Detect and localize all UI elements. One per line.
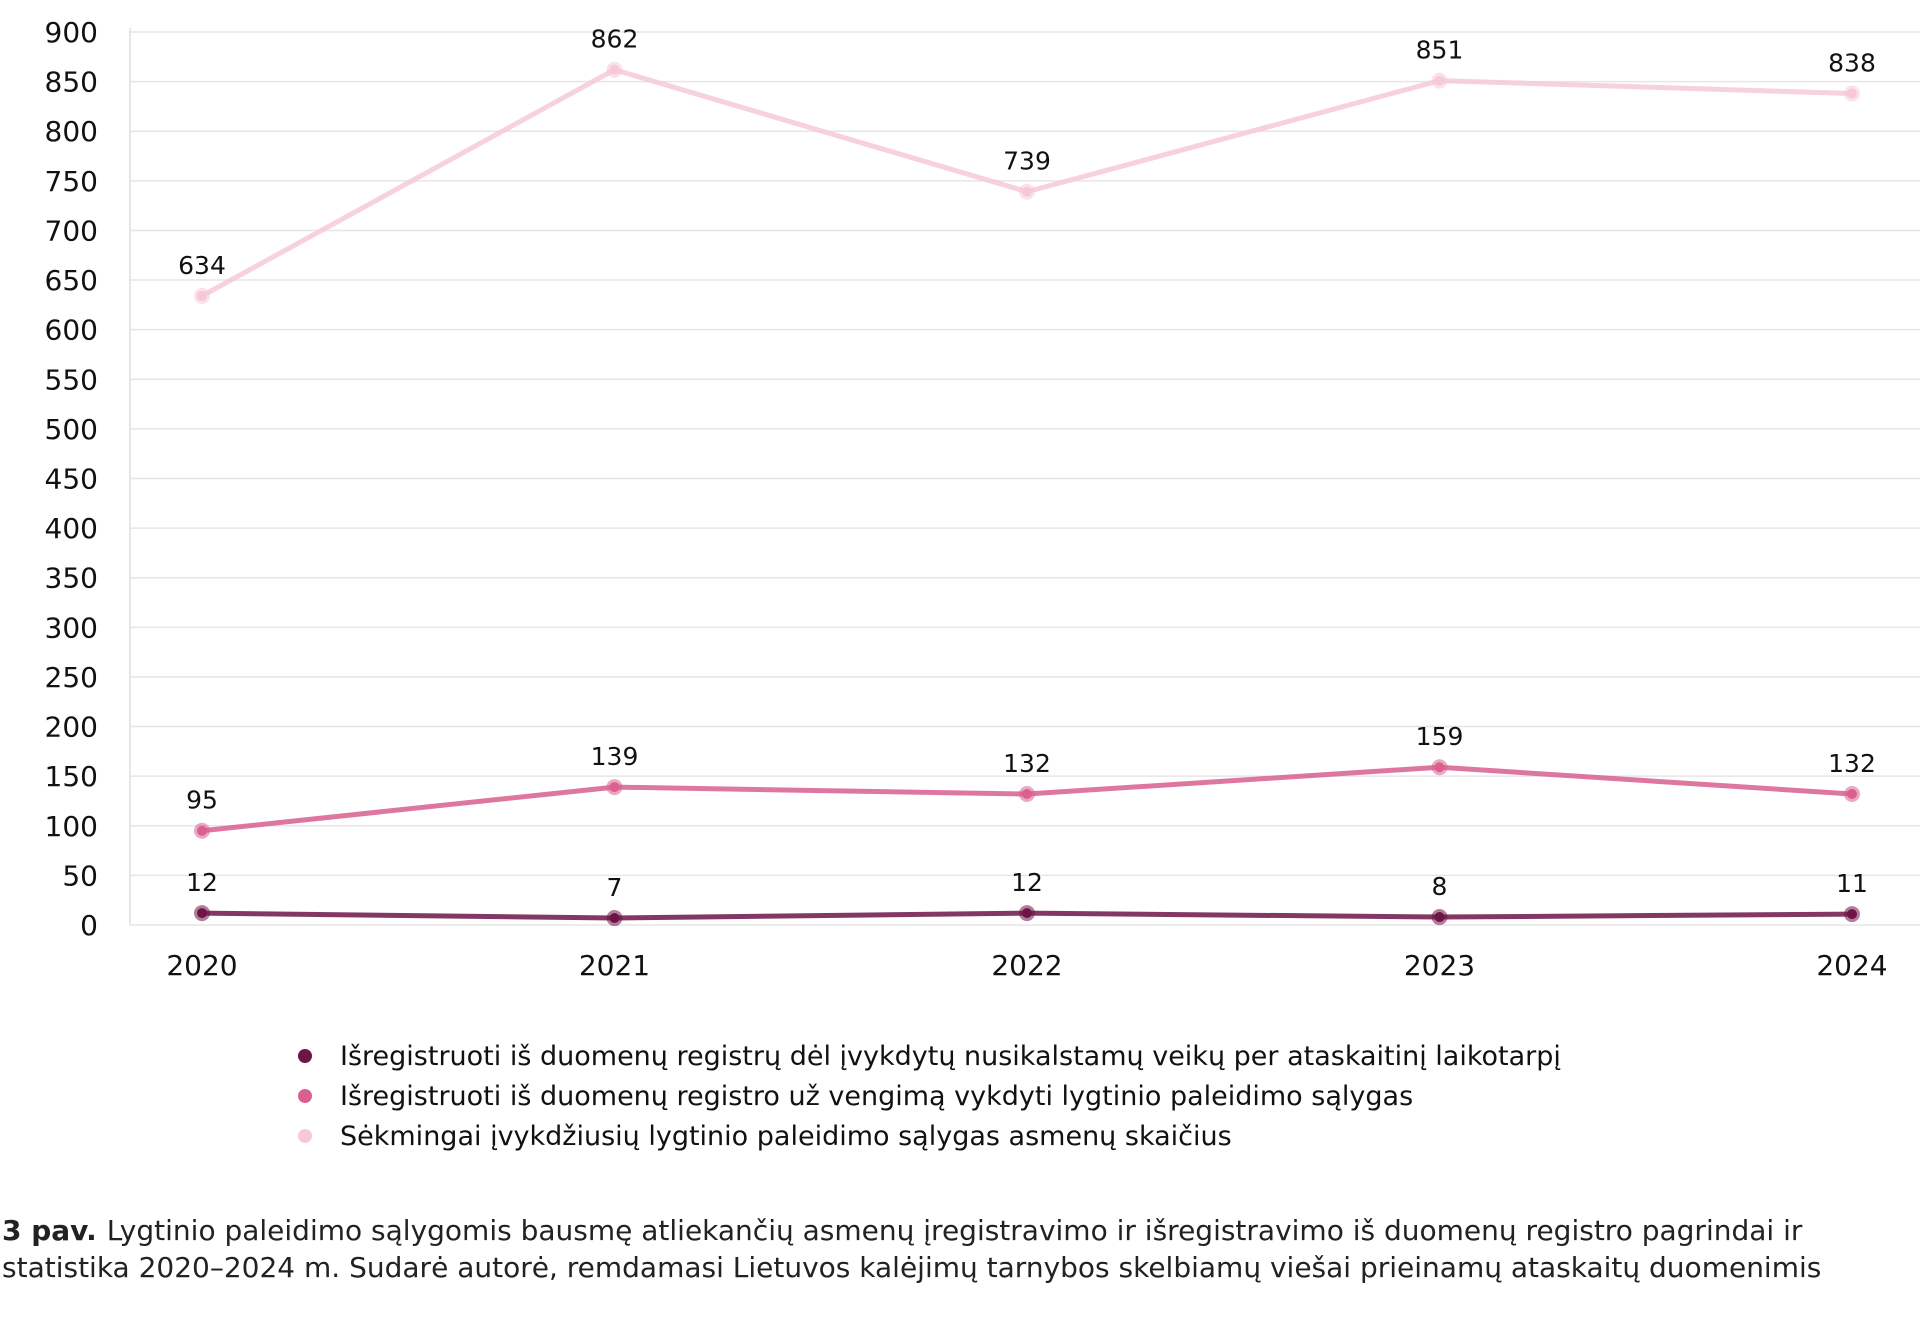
series-0-point: [197, 908, 207, 919]
legend-label: Išregistruoti iš duomenų registro už ven…: [340, 1080, 1414, 1112]
series-2-point: [197, 290, 207, 301]
data-labels: 12 7 12 8 11 95 139 132 159 132 634 862 739 851 838: [178, 25, 1876, 902]
series-2-point: [1847, 88, 1857, 99]
series-1-segment: [1024, 764, 1442, 797]
y-tick-label: 700: [45, 214, 98, 247]
series-0-segment: [612, 910, 1030, 921]
legend-marker-successful: [298, 1129, 312, 1143]
series-1-point: [1022, 789, 1032, 800]
y-tick-label: 350: [45, 562, 98, 595]
legend-marker-registry-crimes: [298, 1049, 312, 1063]
legend-label: Išregistruoti iš duomenų registrų dėl įv…: [340, 1040, 1561, 1072]
series-1-data-label: 139: [591, 742, 639, 771]
y-tick-label: 450: [45, 463, 98, 496]
y-tick-label: 500: [45, 413, 98, 446]
x-tick-label: 2024: [1816, 949, 1887, 982]
x-tick-label: 2021: [579, 949, 650, 982]
series-0-point: [1434, 912, 1445, 923]
y-tick-label: 400: [45, 512, 98, 545]
y-tick-label: 750: [45, 165, 98, 198]
series-2-segment: [612, 67, 1030, 195]
series-0-point: [609, 913, 620, 924]
series-1-data-label: 132: [1828, 749, 1876, 778]
series-2-point: [1022, 186, 1032, 197]
figure-label: 3 pav.: [2, 1214, 97, 1247]
series-1-point: [1847, 789, 1857, 800]
series-2-data-label: 634: [178, 251, 226, 280]
series-1-segment: [612, 784, 1030, 797]
y-tick-label: 100: [45, 810, 98, 843]
y-tick-label: 50: [62, 859, 98, 892]
legend-item-evading-conditions: Išregistruoti iš duomenų registro už ven…: [290, 1076, 1561, 1116]
legend-item-registry-crimes: Išregistruoti iš duomenų registrų dėl įv…: [290, 1036, 1561, 1076]
y-tick-label: 150: [45, 760, 98, 793]
series-1-data-label: 132: [1003, 749, 1051, 778]
y-tick-label: 800: [45, 115, 98, 148]
series-0-data-label: 11: [1836, 869, 1868, 898]
grid-lines: [130, 31, 1920, 926]
y-tick-label: 900: [45, 16, 98, 49]
series-0-point: [1847, 909, 1857, 920]
series-1-point: [1434, 762, 1445, 773]
y-tick-label: 300: [45, 611, 98, 644]
line-chart: 0 50 100 150 200 250 300 350 400 450 500 550 600 650 7…: [45, 16, 1920, 982]
series-2-data-label: 838: [1828, 49, 1876, 78]
legend-marker-evading-conditions: [298, 1089, 312, 1103]
caption-text: Lygtinio paleidimo sąlygomis bausmę atli…: [2, 1214, 1822, 1284]
y-tick-label: 650: [45, 264, 98, 297]
axes: 0 50 100 150 200 250 300 350 400 450 500 550 600 650 7…: [45, 16, 1888, 982]
legend: Išregistruoti iš duomenų registrų dėl įv…: [290, 1036, 1561, 1156]
y-tick-label: 0: [80, 909, 98, 942]
figure-caption: 3 pav. Lygtinio paleidimo sąlygomis bausm…: [2, 1212, 1914, 1286]
y-tick-label: 550: [45, 363, 98, 396]
series-2-point: [1434, 75, 1445, 86]
series-2-data-label: 851: [1416, 36, 1464, 65]
y-tick-label: 250: [45, 661, 98, 694]
series-1-segment: [199, 784, 617, 834]
legend-item-successful: Sėkmingai įvykdžiusių lygtinio paleidimo…: [290, 1116, 1561, 1156]
series-1-segment: [1437, 764, 1855, 797]
legend-label: Sėkmingai įvykdžiusių lygtinio paleidimo…: [340, 1120, 1232, 1152]
series-0-data-label: 12: [1011, 868, 1043, 897]
series-0-data-label: 7: [607, 873, 623, 902]
series-2-data-label: 739: [1003, 147, 1051, 176]
series-0-segment: [1437, 911, 1855, 920]
series-2-segment: [199, 67, 617, 299]
series-2-point: [609, 64, 620, 75]
y-tick-label: 850: [45, 66, 98, 99]
series-0-segment: [199, 910, 617, 921]
series-0-segment: [1024, 910, 1442, 920]
series-1-point: [197, 825, 207, 836]
x-tick-label: 2022: [991, 949, 1062, 982]
series-0-data-label: 12: [186, 868, 218, 897]
y-tick-label: 200: [45, 711, 98, 744]
y-tick-label: 600: [45, 314, 98, 347]
series-lines: [194, 61, 1860, 927]
series-2-segment: [1437, 78, 1855, 97]
series-0-data-label: 8: [1432, 872, 1448, 901]
series-1-point: [609, 782, 620, 793]
series-1-data-label: 95: [186, 786, 218, 815]
series-2-data-label: 862: [591, 25, 639, 54]
series-1-data-label: 159: [1416, 722, 1464, 751]
x-tick-label: 2023: [1404, 949, 1475, 982]
series-2-segment: [1024, 78, 1442, 195]
x-tick-label: 2020: [166, 949, 237, 982]
series-0-point: [1022, 908, 1032, 919]
